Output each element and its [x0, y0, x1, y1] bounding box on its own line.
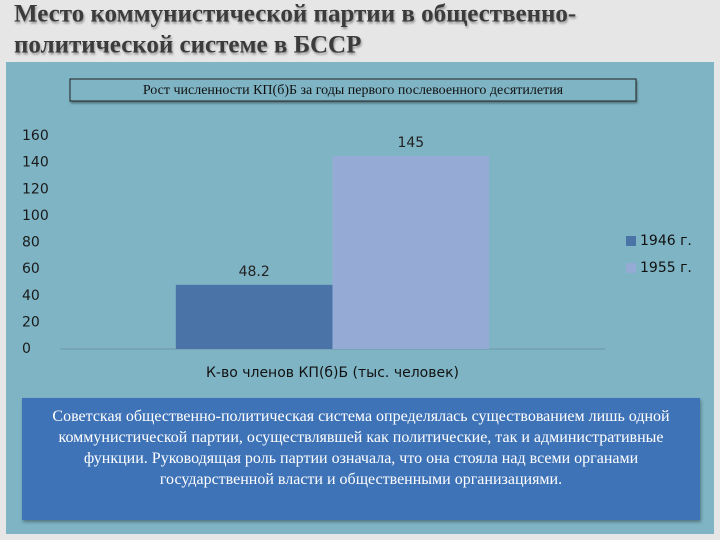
- x-tick-label: К-во членов КП(б)Б (тыс. человек): [206, 365, 459, 381]
- legend-label: 1955 г.: [640, 260, 692, 276]
- data-label: 48.2: [239, 264, 270, 280]
- y-tick-label: 0: [22, 341, 31, 357]
- bar: [175, 284, 333, 349]
- y-tick-label: 40: [22, 288, 40, 304]
- y-tick-label: 80: [22, 235, 40, 251]
- y-tick-label: 20: [22, 314, 40, 330]
- y-tick-label: 140: [22, 155, 49, 171]
- y-tick-label: 60: [22, 261, 40, 277]
- bar: [332, 155, 490, 349]
- slide-title: Место коммунистической партии в обществе…: [14, 1, 576, 28]
- chart-title: Рост численности КП(б)Б за годы первого …: [143, 83, 564, 98]
- body-text: Советская общественно-политическая систе…: [22, 398, 700, 520]
- legend-swatch: [626, 236, 636, 246]
- legend-label: 1946 г.: [640, 233, 692, 249]
- slide-title: политической системе в БССР: [14, 32, 361, 59]
- y-tick-label: 100: [22, 208, 49, 224]
- y-tick-label: 120: [22, 181, 49, 197]
- legend-swatch: [626, 263, 636, 273]
- data-label: 145: [397, 135, 424, 151]
- y-tick-label: 160: [22, 128, 49, 144]
- chart-title-box: [69, 78, 637, 102]
